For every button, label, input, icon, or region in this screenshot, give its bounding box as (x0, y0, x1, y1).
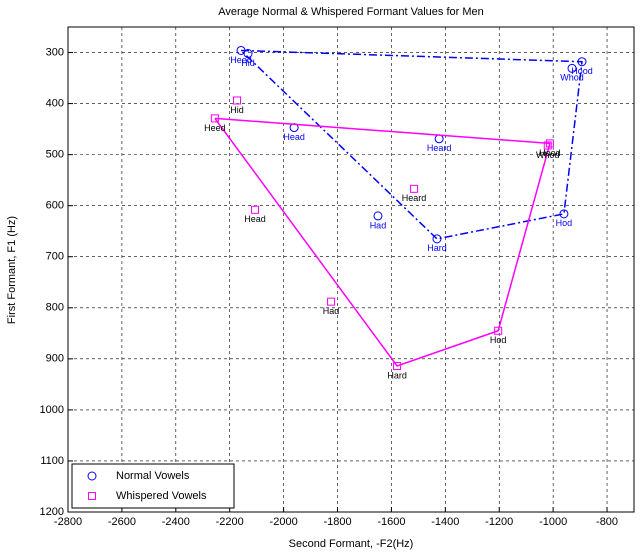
point-label: Hard (427, 243, 447, 253)
legend-marker (88, 492, 96, 500)
legend-label: Whispered Vowels (116, 490, 207, 502)
point-label: Had (370, 220, 387, 230)
x-tick-label: -2200 (216, 516, 244, 528)
point (577, 57, 587, 67)
vowel-polygon (240, 49, 583, 240)
point (545, 139, 554, 148)
point (432, 234, 442, 244)
point-label: Hood (539, 148, 561, 158)
x-tick-label: -1400 (431, 516, 459, 528)
point-label: Had (323, 306, 340, 316)
x-tick-label: -2400 (162, 516, 190, 528)
y-tick-label: 400 (46, 97, 64, 109)
point (327, 297, 336, 306)
x-tick-label: -1000 (539, 516, 567, 528)
y-tick-label: 600 (46, 200, 64, 212)
y-tick-label: 1000 (40, 404, 64, 416)
point (251, 205, 260, 214)
x-tick-label: -2000 (270, 516, 298, 528)
point (567, 63, 577, 73)
x-tick-label: -1600 (377, 516, 405, 528)
legend-label: Normal Vowels (116, 470, 190, 482)
y-axis-label: First Formant, F1 (Hz) (6, 216, 18, 324)
point (410, 184, 419, 193)
y-tick-label: 700 (46, 251, 64, 263)
point (393, 361, 402, 370)
point (494, 326, 503, 335)
y-tick-label: 300 (46, 46, 64, 58)
legend-box (71, 463, 235, 509)
point (210, 114, 219, 123)
point-label: Heard (427, 143, 452, 153)
y-tick-label: 800 (46, 302, 64, 314)
point (243, 49, 253, 59)
x-tick-label: -1200 (485, 516, 513, 528)
point-label: Whod (536, 150, 560, 160)
point-label: Hard (387, 370, 407, 380)
point-label: Hod (556, 218, 573, 228)
point-label: Head (283, 132, 305, 142)
legend-marker (87, 471, 97, 481)
point (373, 211, 383, 221)
plot-frame (67, 26, 635, 513)
point-label: Head (244, 214, 266, 224)
x-tick-label: -1800 (323, 516, 351, 528)
y-tick-label: 1100 (40, 455, 64, 467)
chart-title: Average Normal & Whispered Formant Value… (218, 6, 484, 18)
x-tick-label: -2800 (54, 516, 82, 528)
point-label: Heed (230, 55, 252, 65)
point-label: Hid (230, 105, 244, 115)
x-tick-label: -800 (596, 516, 618, 528)
y-tick-label: 900 (46, 353, 64, 365)
point (232, 96, 241, 105)
vowel-polygon (214, 117, 551, 367)
point (559, 209, 569, 219)
y-tick-label: 1200 (40, 506, 64, 518)
point-label: Whod (560, 73, 584, 83)
x-axis-label: Second Formant, -F2(Hz) (289, 538, 414, 550)
point-label: Hood (571, 66, 593, 76)
point-label: Hod (490, 335, 507, 345)
point-label: Hid (241, 58, 255, 68)
x-tick-label: -2600 (108, 516, 136, 528)
point-label: Heard (402, 193, 427, 203)
y-tick-label: 500 (46, 149, 64, 161)
point-label: Heed (204, 123, 226, 133)
point (543, 141, 552, 150)
